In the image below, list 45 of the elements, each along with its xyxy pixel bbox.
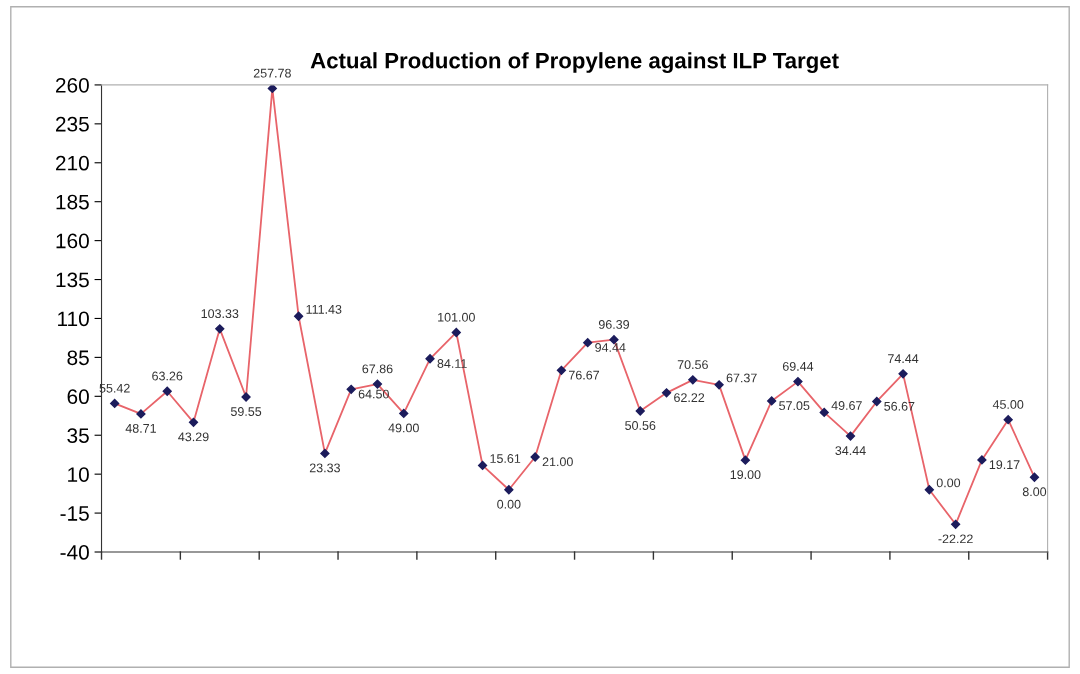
text: 21.00 bbox=[542, 457, 573, 467]
text: 43.29 bbox=[178, 432, 209, 442]
y-tick-label: 210 bbox=[56, 155, 89, 171]
text: 45.00 bbox=[992, 400, 1024, 409]
text: 67.86 bbox=[362, 364, 393, 374]
text: 57.05 bbox=[779, 401, 810, 411]
text: 0.00 bbox=[497, 499, 521, 509]
text: 63.26 bbox=[152, 371, 183, 381]
text: 8.00 bbox=[1022, 487, 1047, 497]
text: 62.22 bbox=[674, 393, 705, 403]
text: 111.43 bbox=[306, 304, 342, 314]
y-tick-label: 260 bbox=[56, 77, 89, 93]
y-tick-label: -40 bbox=[60, 545, 89, 560]
text: 0.00 bbox=[936, 478, 961, 488]
y-tick-label: 10 bbox=[68, 467, 89, 482]
y-tick-label: 185 bbox=[56, 194, 89, 210]
text: 59.55 bbox=[230, 407, 262, 416]
text: 15.61 bbox=[490, 454, 521, 463]
text: 76.67 bbox=[569, 370, 600, 380]
y-tick-label: 235 bbox=[56, 116, 89, 132]
text: 70.56 bbox=[677, 360, 708, 370]
y-tick-label: 35 bbox=[67, 428, 89, 443]
chart-title: Actual Production of Propylene against ILP Target bbox=[310, 52, 839, 73]
text: 23.33 bbox=[309, 463, 340, 473]
text: 34.44 bbox=[835, 446, 866, 456]
text: 67.37 bbox=[726, 373, 757, 383]
text: 19.17 bbox=[989, 460, 1020, 470]
text: 74.44 bbox=[888, 354, 919, 363]
y-tick-label: 85 bbox=[67, 350, 89, 366]
y-tick-label: 60 bbox=[67, 389, 89, 405]
text: 48.71 bbox=[125, 423, 156, 433]
text: 101.00 bbox=[438, 312, 475, 322]
text: 257.78 bbox=[253, 68, 291, 78]
text: 103.33 bbox=[201, 309, 239, 319]
text: 96.39 bbox=[598, 320, 630, 329]
text: -22.22 bbox=[938, 534, 973, 544]
text: 50.56 bbox=[625, 421, 656, 430]
y-tick-label: 160 bbox=[56, 233, 89, 249]
text: 49.67 bbox=[831, 401, 862, 410]
text: 49.00 bbox=[388, 423, 419, 433]
y-tick-label: 135 bbox=[56, 272, 89, 288]
y-tick-label: -15 bbox=[60, 506, 89, 521]
text: 69.44 bbox=[782, 361, 814, 371]
y-tick-label: 110 bbox=[58, 311, 89, 327]
text: 19.00 bbox=[730, 470, 761, 480]
